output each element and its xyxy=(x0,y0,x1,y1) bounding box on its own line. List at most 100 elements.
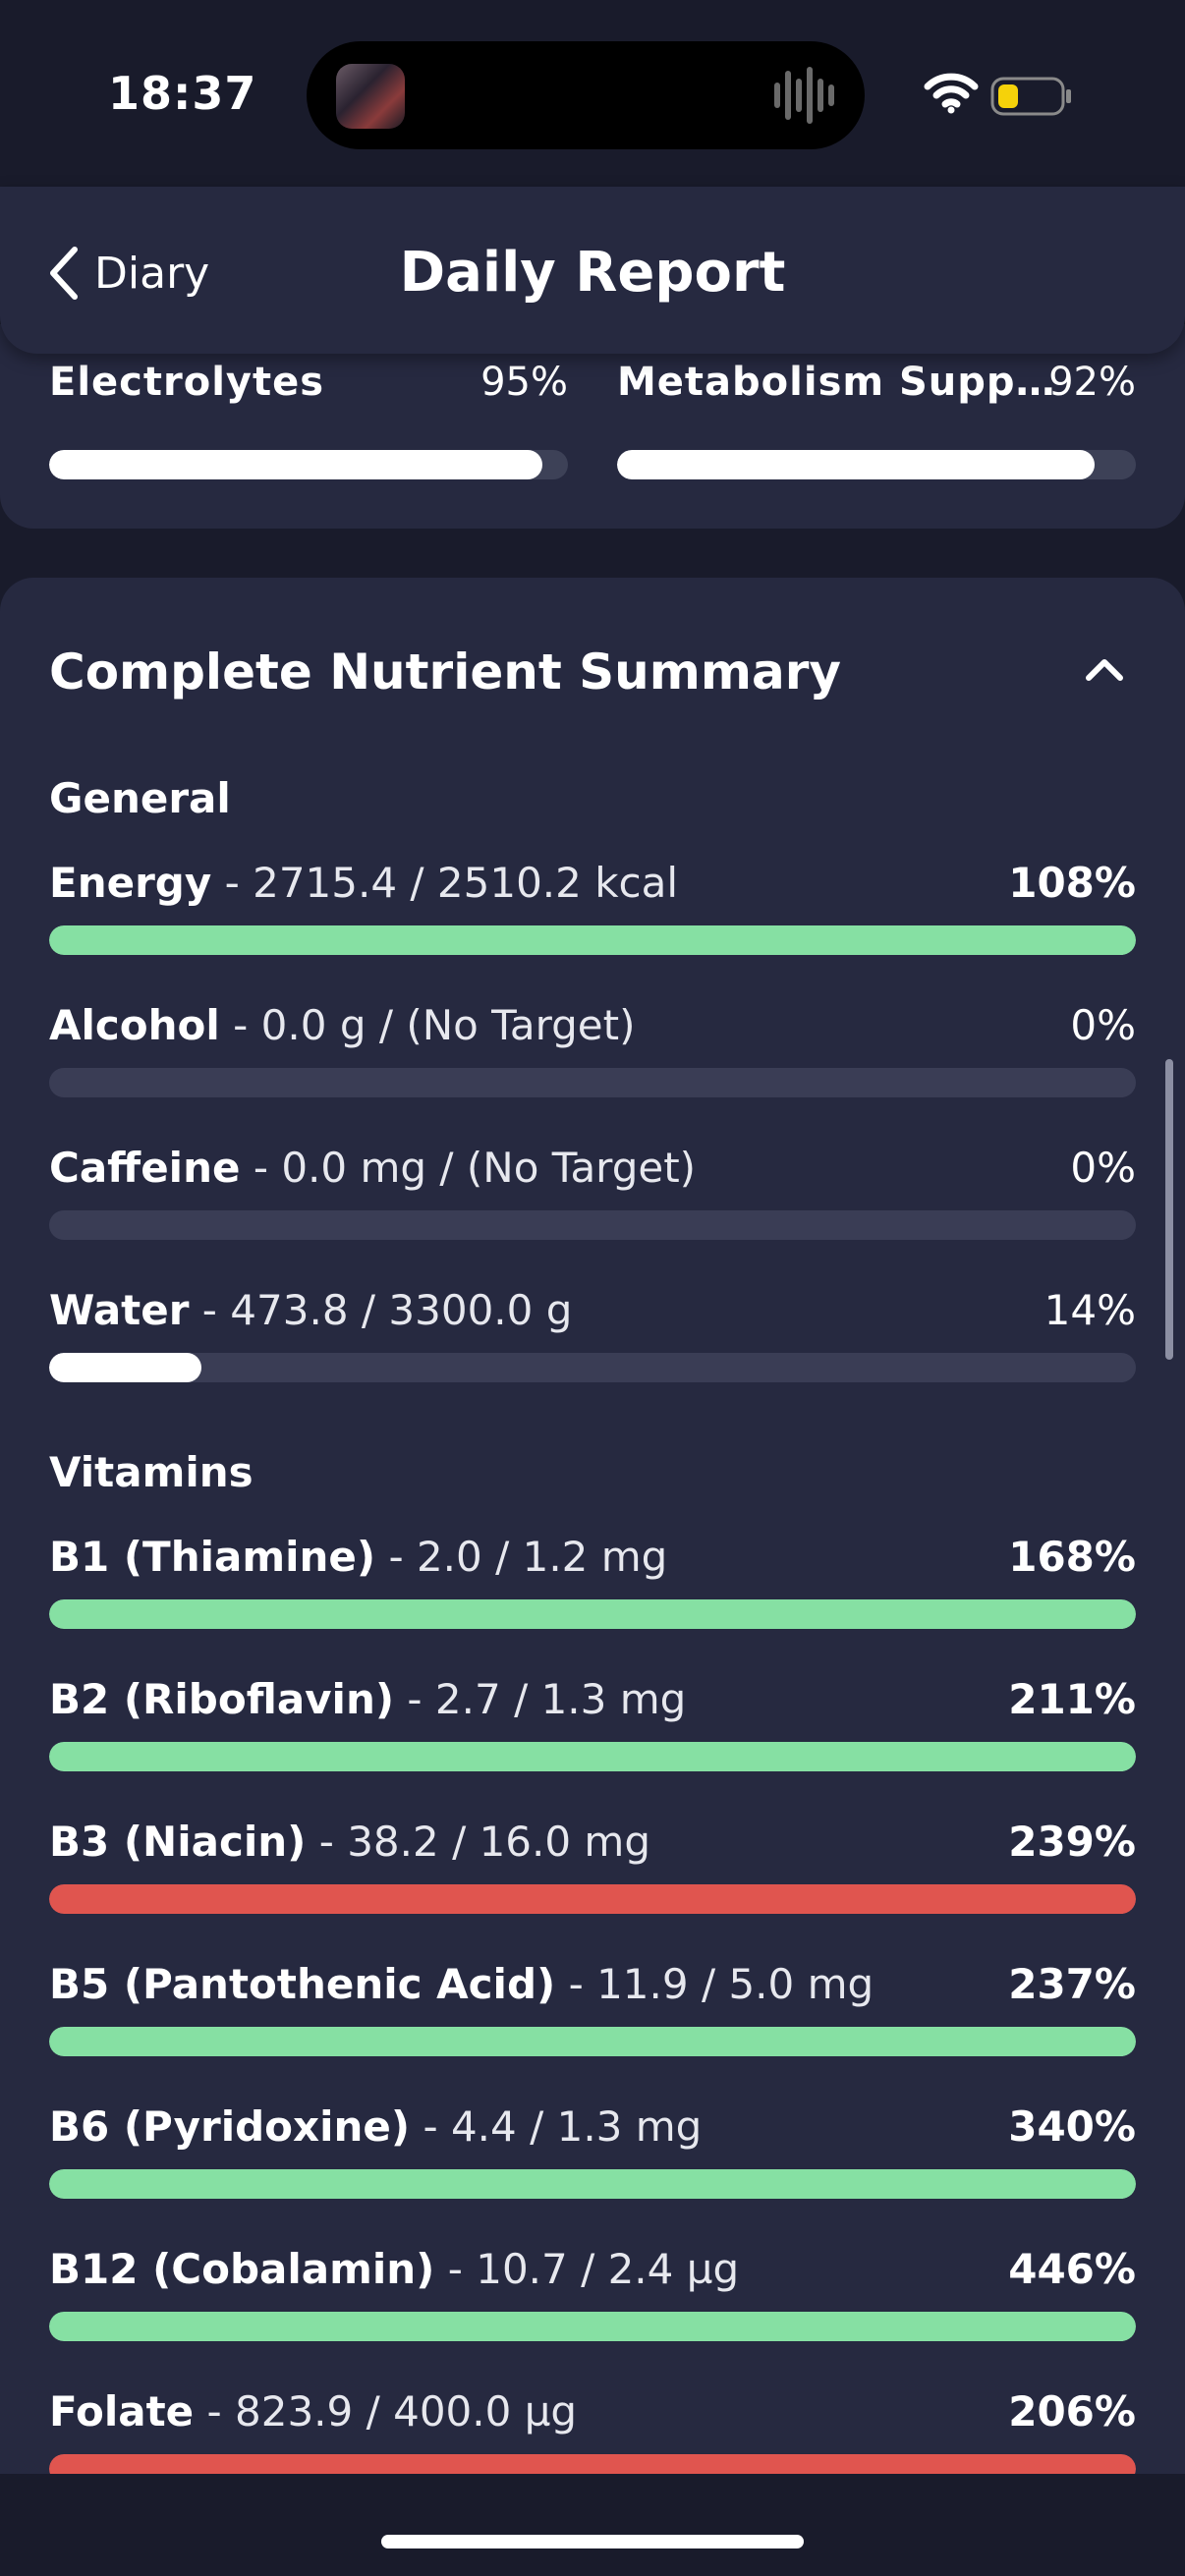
nutrient-text: B12 (Cobalamin) - 10.7 / 2.4 µg xyxy=(49,2245,739,2293)
nutrient-progress-track xyxy=(49,925,1136,955)
nutrient-percent: 237% xyxy=(1008,1960,1136,2008)
nutrient-detail: - 2.0 / 1.2 mg xyxy=(375,1533,668,1581)
nutrient-name: Alcohol xyxy=(49,1001,220,1049)
nutrient-name: B5 (Pantothenic Acid) xyxy=(49,1960,556,2008)
nutrient-detail: - 0.0 g / (No Target) xyxy=(219,1001,636,1049)
nutrient-text: B3 (Niacin) - 38.2 / 16.0 mg xyxy=(49,1818,650,1866)
nutrient-progress-track xyxy=(49,1884,1136,1914)
stat-progress-track xyxy=(617,450,1136,479)
nutrient-row-b6[interactable]: B6 (Pyridoxine) - 4.4 / 1.3 mg 340% xyxy=(49,2102,1136,2201)
nutrient-text: Caffeine - 0.0 mg / (No Target) xyxy=(49,1144,696,1192)
nutrient-row-water[interactable]: Water - 473.8 / 3300.0 g 14% xyxy=(49,1286,1136,1384)
stat-label: Electrolytes xyxy=(49,360,325,405)
nutrient-detail: - 11.9 / 5.0 mg xyxy=(555,1960,875,2008)
highlight-stats-card: Electrolytes 95% Metabolism Supp… 92% xyxy=(0,324,1185,529)
nutrient-detail: - 473.8 / 3300.0 g xyxy=(189,1286,573,1334)
nutrient-row-folate[interactable]: Folate - 823.9 / 400.0 µg 206% xyxy=(49,2387,1136,2486)
nutrient-progress-track xyxy=(49,2169,1136,2199)
nutrient-progress-fill xyxy=(49,1742,1136,1771)
nutrient-name: Caffeine xyxy=(49,1144,241,1192)
nutrient-text: Alcohol - 0.0 g / (No Target) xyxy=(49,1001,636,1049)
stat-percent: 95% xyxy=(480,360,568,405)
section-label-general: General xyxy=(49,774,231,822)
audio-waveform-icon xyxy=(774,67,834,124)
nutrient-row-energy[interactable]: Energy - 2715.4 / 2510.2 kcal 108% xyxy=(49,859,1136,957)
nutrient-text: B1 (Thiamine) - 2.0 / 1.2 mg xyxy=(49,1533,667,1581)
nutrient-progress-track xyxy=(49,2312,1136,2341)
stat-percent: 92% xyxy=(1048,360,1136,405)
nutrient-row-caffeine[interactable]: Caffeine - 0.0 mg / (No Target) 0% xyxy=(49,1144,1136,1242)
nutrient-detail: - 10.7 / 2.4 µg xyxy=(434,2245,740,2293)
nutrient-progress-track xyxy=(49,1353,1136,1382)
home-indicator[interactable] xyxy=(381,2535,804,2548)
nutrient-row-b2[interactable]: B2 (Riboflavin) - 2.7 / 1.3 mg 211% xyxy=(49,1675,1136,1773)
nutrient-detail: - 823.9 / 400.0 µg xyxy=(194,2387,578,2436)
nutrient-name: Water xyxy=(49,1286,190,1334)
nutrient-text: B2 (Riboflavin) - 2.7 / 1.3 mg xyxy=(49,1675,686,1723)
nutrient-name: B6 (Pyridoxine) xyxy=(49,2102,411,2151)
nutrient-progress-fill xyxy=(49,2169,1136,2199)
nutrient-name: B1 (Thiamine) xyxy=(49,1533,376,1581)
status-bar: 18:37 xyxy=(0,0,1185,187)
nutrient-row-b1[interactable]: B1 (Thiamine) - 2.0 / 1.2 mg 168% xyxy=(49,1533,1136,1631)
battery-icon xyxy=(990,77,1071,116)
nutrient-name: B2 (Riboflavin) xyxy=(49,1675,395,1723)
section-label-vitamins: Vitamins xyxy=(49,1448,254,1496)
nutrient-text: B5 (Pantothenic Acid) - 11.9 / 5.0 mg xyxy=(49,1960,874,2008)
nutrient-progress-fill xyxy=(49,1884,1136,1914)
nutrient-percent: 0% xyxy=(1070,1144,1136,1192)
nutrient-detail: - 0.0 mg / (No Target) xyxy=(240,1144,697,1192)
nutrient-percent: 206% xyxy=(1008,2387,1136,2436)
now-playing-artwork xyxy=(336,64,405,129)
nutrient-percent: 168% xyxy=(1008,1533,1136,1581)
nutrient-progress-fill xyxy=(49,1599,1136,1629)
scroll-indicator[interactable] xyxy=(1165,1059,1173,1360)
nutrient-percent: 239% xyxy=(1008,1818,1136,1866)
stat-progress-track xyxy=(49,450,568,479)
nutrient-progress-track xyxy=(49,1068,1136,1097)
nutrient-name: B12 (Cobalamin) xyxy=(49,2245,435,2293)
nutrient-percent: 446% xyxy=(1008,2245,1136,2293)
bottom-safe-area xyxy=(0,2474,1185,2576)
nutrient-progress-track xyxy=(49,2027,1136,2056)
nutrient-progress-fill xyxy=(49,1353,201,1382)
wifi-icon xyxy=(924,73,979,114)
nutrient-row-alcohol[interactable]: Alcohol - 0.0 g / (No Target) 0% xyxy=(49,1001,1136,1099)
nutrient-progress-fill xyxy=(49,2027,1136,2056)
nutrient-row-b12[interactable]: B12 (Cobalamin) - 10.7 / 2.4 µg 446% xyxy=(49,2245,1136,2343)
nutrient-percent: 340% xyxy=(1008,2102,1136,2151)
nutrient-name: Folate xyxy=(49,2387,195,2436)
nutrient-detail: - 4.4 / 1.3 mg xyxy=(410,2102,703,2151)
status-time: 18:37 xyxy=(108,67,257,120)
nutrient-text: Folate - 823.9 / 400.0 µg xyxy=(49,2387,577,2436)
nutrient-progress-fill xyxy=(49,2312,1136,2341)
nutrient-detail: - 2.7 / 1.3 mg xyxy=(394,1675,687,1723)
nutrient-text: B6 (Pyridoxine) - 4.4 / 1.3 mg xyxy=(49,2102,702,2151)
nutrient-percent: 211% xyxy=(1008,1675,1136,1723)
nutrient-detail: - 38.2 / 16.0 mg xyxy=(306,1818,651,1866)
page-title: Daily Report xyxy=(399,241,786,305)
nutrient-progress-fill xyxy=(49,925,1136,955)
nutrient-percent: 108% xyxy=(1008,859,1136,907)
nutrient-percent: 0% xyxy=(1070,1001,1136,1049)
stat-progress-fill xyxy=(49,450,542,479)
nutrient-progress-track xyxy=(49,1210,1136,1240)
nutrient-summary-header[interactable]: Complete Nutrient Summary xyxy=(49,633,1136,711)
nutrient-name: Energy xyxy=(49,859,212,907)
nutrient-name: B3 (Niacin) xyxy=(49,1818,307,1866)
stat-progress-fill xyxy=(617,450,1095,479)
nutrient-summary-title: Complete Nutrient Summary xyxy=(49,644,841,700)
nutrient-row-b3[interactable]: B3 (Niacin) - 38.2 / 16.0 mg 239% xyxy=(49,1818,1136,1916)
nutrient-text: Water - 473.8 / 3300.0 g xyxy=(49,1286,572,1334)
nutrient-row-b5[interactable]: B5 (Pantothenic Acid) - 11.9 / 5.0 mg 23… xyxy=(49,1960,1136,2058)
back-button[interactable]: Diary xyxy=(47,238,209,308)
nutrient-progress-track xyxy=(49,1742,1136,1771)
nutrient-detail: - 2715.4 / 2510.2 kcal xyxy=(211,859,679,907)
stat-label: Metabolism Supp… xyxy=(617,360,1056,405)
navigation-bar: Diary Daily Report xyxy=(0,187,1185,354)
nutrient-progress-track xyxy=(49,1599,1136,1629)
back-button-label: Diary xyxy=(94,248,210,299)
dynamic-island xyxy=(307,41,865,149)
nutrient-percent: 14% xyxy=(1044,1286,1136,1334)
chevron-up-icon[interactable] xyxy=(1083,648,1126,692)
